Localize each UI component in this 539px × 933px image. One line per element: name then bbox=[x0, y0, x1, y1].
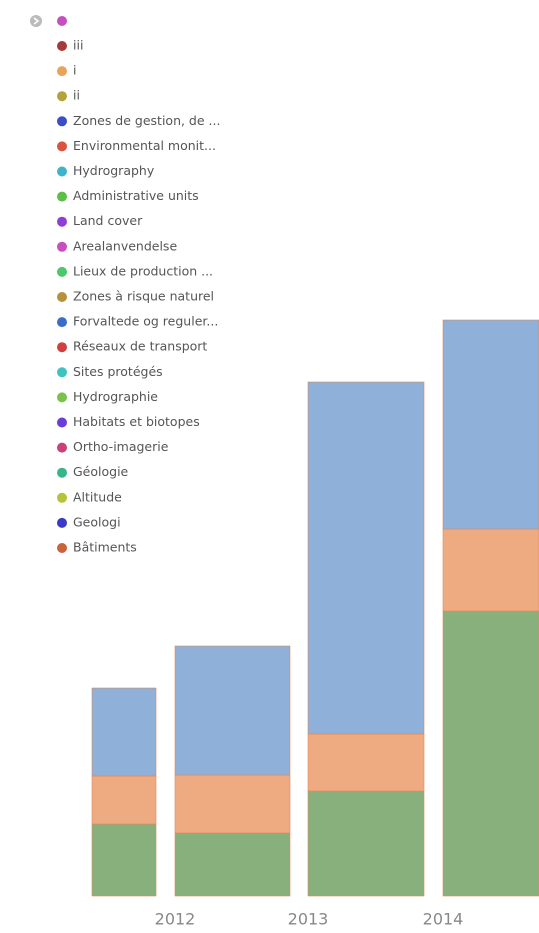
bar-segment bbox=[91, 823, 157, 897]
legend-label: Ortho-imagerie bbox=[73, 439, 169, 454]
legend-label: Géologie bbox=[73, 464, 129, 479]
bar-segment bbox=[174, 832, 291, 897]
legend-label: Zones de gestion, de ... bbox=[73, 113, 220, 128]
legend-dot bbox=[57, 417, 67, 428]
bar-segment bbox=[442, 319, 539, 530]
bar-segment bbox=[91, 687, 157, 777]
bar-segment bbox=[442, 610, 539, 897]
legend-label: Zones à risque naturel bbox=[73, 289, 214, 304]
x-tick-label: 2014 bbox=[423, 910, 464, 929]
legend-label: iii bbox=[73, 38, 83, 53]
bar-segment bbox=[91, 775, 157, 825]
legend-dot bbox=[57, 191, 67, 202]
bar-segment bbox=[174, 774, 291, 834]
legend-label: Environmental monit... bbox=[73, 138, 216, 153]
legend-label: Bâtiments bbox=[73, 540, 137, 555]
legend-label: Sites protégés bbox=[73, 364, 163, 379]
legend-dot bbox=[57, 442, 67, 453]
x-tick-label: 2012 bbox=[155, 910, 196, 929]
legend-dot bbox=[57, 116, 67, 127]
legend-dot bbox=[57, 392, 67, 403]
legend-dot bbox=[57, 317, 67, 328]
bar-segment bbox=[307, 790, 425, 897]
legend-toggle[interactable] bbox=[30, 15, 42, 27]
legend-label: Habitats et biotopes bbox=[73, 414, 200, 429]
legend-dot bbox=[57, 41, 67, 51]
legend-label: Hydrographie bbox=[73, 389, 158, 404]
legend-label: Arealanvendelse bbox=[73, 238, 177, 253]
bar-segment bbox=[442, 528, 539, 612]
legend-dot bbox=[57, 543, 67, 553]
legend-dot bbox=[57, 292, 67, 302]
bar-segment bbox=[307, 733, 425, 792]
legend-dot bbox=[57, 467, 67, 478]
legend-label: Administrative units bbox=[73, 188, 199, 203]
x-tick-label: 2013 bbox=[288, 910, 329, 929]
legend-dot bbox=[57, 166, 67, 177]
legend-label: Altitude bbox=[73, 489, 122, 504]
legend-label: Land cover bbox=[73, 213, 143, 228]
legend-dot bbox=[57, 367, 67, 378]
legend-label: Hydrography bbox=[73, 163, 155, 178]
legend-dot bbox=[57, 266, 67, 277]
legend-dot bbox=[57, 517, 67, 528]
legend-dot bbox=[57, 216, 67, 227]
legend-label: Réseaux de transport bbox=[73, 339, 207, 354]
legend-label: Geologi bbox=[73, 514, 121, 529]
legend-dot bbox=[57, 91, 67, 102]
legend-dot bbox=[57, 241, 67, 252]
legend-label: Forvaltede og reguler... bbox=[73, 314, 218, 329]
legend-dot bbox=[57, 492, 67, 503]
legend-dot bbox=[57, 66, 67, 77]
bar-segment bbox=[307, 381, 425, 735]
legend-label: ii bbox=[73, 88, 80, 103]
legend-label: Lieux de production ... bbox=[73, 263, 213, 278]
legend-dot bbox=[57, 16, 67, 26]
bar-segment bbox=[174, 645, 291, 776]
legend-dot bbox=[57, 141, 67, 152]
legend-toggle-arrow bbox=[33, 17, 40, 25]
legend-dot bbox=[57, 342, 67, 353]
legend-label: i bbox=[73, 63, 76, 78]
